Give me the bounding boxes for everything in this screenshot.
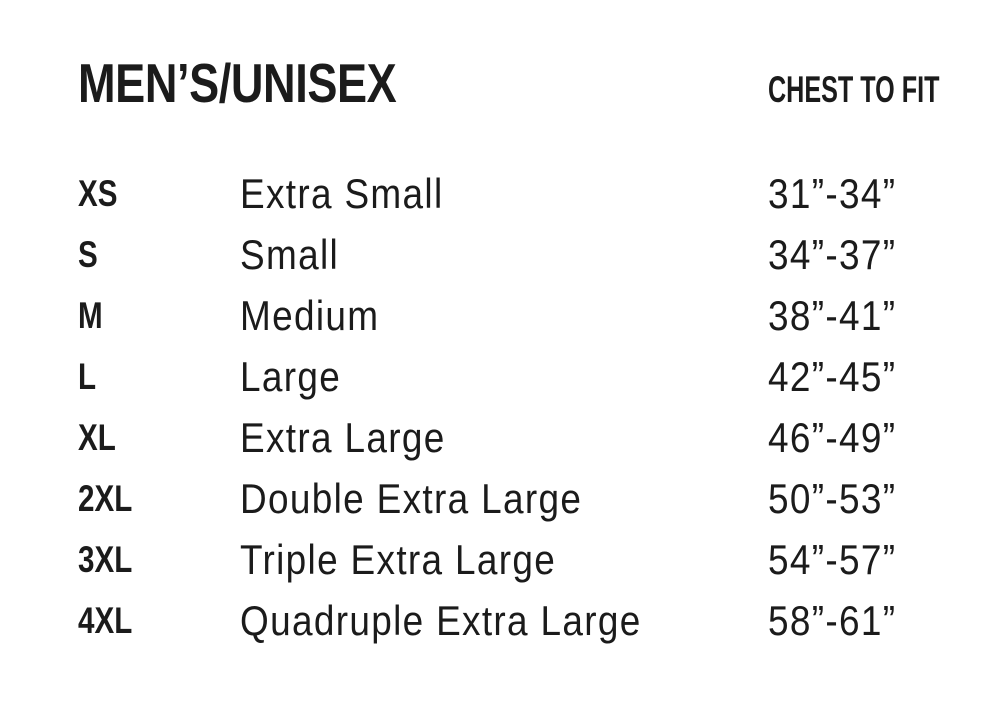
size-code: 4XL	[78, 600, 133, 641]
size-code: S	[78, 234, 98, 275]
size-name: Quadruple Extra Large	[240, 596, 642, 644]
chest-range: 34”-37”	[768, 230, 897, 278]
size-table: XS Extra Small 31”-34” S Small 34”-37” M…	[0, 163, 1000, 651]
table-row: L Large 42”-45”	[78, 346, 1000, 407]
size-name: Large	[240, 352, 342, 400]
chest-range: 58”-61”	[768, 596, 897, 644]
table-row: 3XL Triple Extra Large 54”-57”	[78, 529, 1000, 590]
size-code: 3XL	[78, 539, 133, 580]
table-row: S Small 34”-37”	[78, 224, 1000, 285]
chest-range: 50”-53”	[768, 474, 897, 522]
chest-range: 46”-49”	[768, 413, 897, 461]
chest-to-fit-column-header: CHEST TO FIT	[768, 69, 940, 110]
size-code: L	[78, 356, 97, 397]
table-row: 2XL Double Extra Large 50”-53”	[78, 468, 1000, 529]
size-code: M	[78, 295, 103, 336]
table-row: XS Extra Small 31”-34”	[78, 163, 1000, 224]
chest-range: 54”-57”	[768, 535, 897, 583]
size-code: 2XL	[78, 478, 133, 519]
chest-range: 42”-45”	[768, 352, 897, 400]
size-name: Small	[240, 230, 340, 278]
size-code: XL	[78, 417, 116, 458]
size-code: XS	[78, 173, 118, 214]
size-name: Triple Extra Large	[240, 535, 557, 583]
size-name: Extra Small	[240, 169, 444, 217]
size-name: Double Extra Large	[240, 474, 583, 522]
chest-range: 38”-41”	[768, 291, 897, 339]
size-chart-header: MEN’S/UNISEX CHEST TO FIT	[0, 0, 1000, 111]
table-row: 4XL Quadruple Extra Large 58”-61”	[78, 590, 1000, 651]
table-row: M Medium 38”-41”	[78, 285, 1000, 346]
size-name: Medium	[240, 291, 380, 339]
size-name: Extra Large	[240, 413, 446, 461]
chest-range: 31”-34”	[768, 169, 897, 217]
table-row: XL Extra Large 46”-49”	[78, 407, 1000, 468]
page-title: MEN’S/UNISEX	[78, 52, 397, 114]
